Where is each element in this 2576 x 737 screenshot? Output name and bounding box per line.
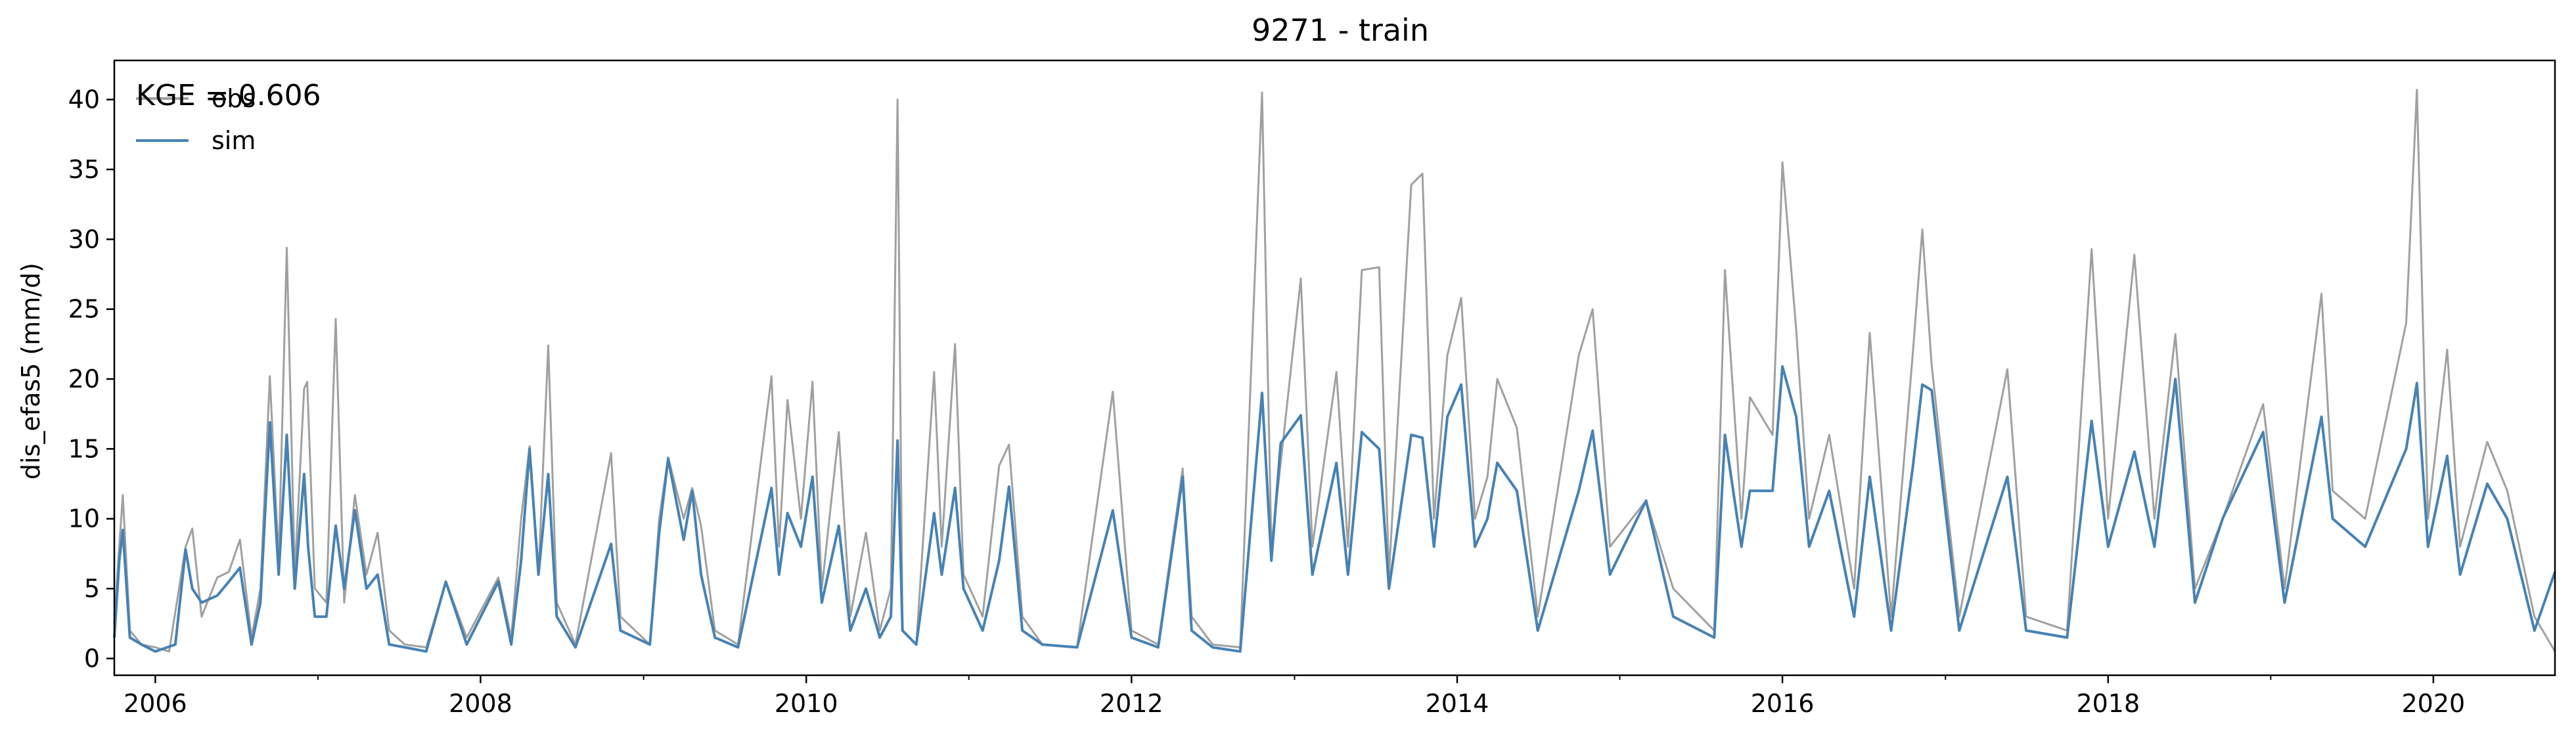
- y-axis-label: dis_efas5 (mm/d): [16, 263, 45, 480]
- y-axis-ticks: 0 5 10 15 20 25 30 35 40: [68, 85, 114, 673]
- y-tick-label: 15: [68, 434, 100, 463]
- x-tick-label: 2018: [2076, 689, 2140, 718]
- series-line-obs: [113, 89, 2556, 653]
- x-tick-label: 2008: [449, 689, 512, 718]
- kge-annotation: KGE = 0.606: [136, 79, 321, 112]
- x-axis-ticks: 2006 2008 2010 2012 2014 2016 2018 2020: [124, 675, 2465, 718]
- y-tick-label: 30: [68, 225, 100, 254]
- legend-label-obs: obs: [212, 84, 256, 113]
- x-tick-label: 2016: [1751, 689, 1815, 718]
- x-tick-label: 2014: [1426, 689, 1489, 718]
- legend-label-sim: sim: [212, 126, 256, 155]
- chart-legend: obs sim: [136, 84, 256, 155]
- x-tick-label: 2010: [775, 689, 838, 718]
- x-tick-label: 2012: [1100, 689, 1164, 718]
- chart-title: 9271 - train: [1252, 12, 1429, 48]
- series-layer: [113, 89, 2556, 653]
- series-line-sim: [113, 365, 2556, 653]
- y-tick-label: 35: [68, 155, 100, 184]
- y-tick-label: 5: [84, 574, 100, 603]
- y-tick-label: 0: [84, 644, 100, 673]
- x-tick-label: 2020: [2402, 689, 2466, 718]
- y-tick-label: 10: [68, 504, 100, 533]
- y-tick-label: 20: [68, 365, 100, 393]
- x-tick-label: 2006: [124, 689, 187, 718]
- plot-frame: [113, 59, 2556, 677]
- y-tick-label: 25: [68, 295, 100, 324]
- y-tick-label: 40: [68, 85, 100, 114]
